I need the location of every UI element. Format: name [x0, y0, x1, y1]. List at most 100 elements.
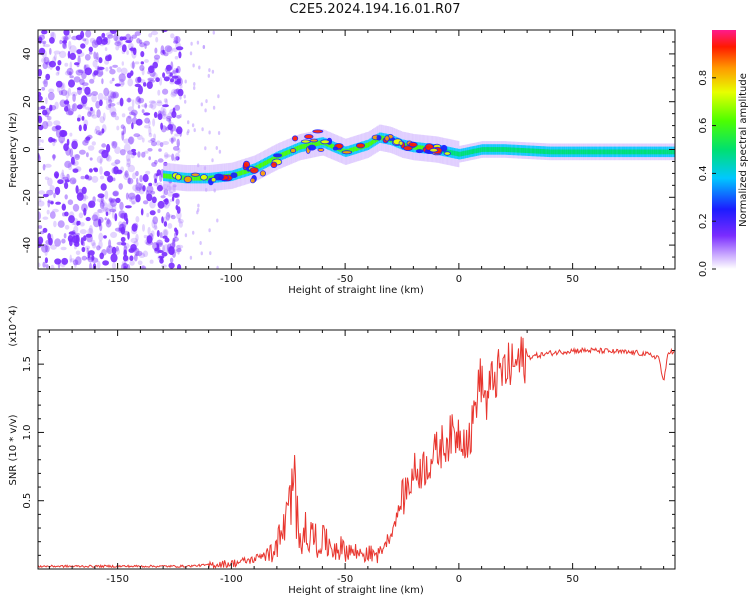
ridge-core — [494, 147, 497, 152]
noise-blob — [105, 55, 111, 62]
noise-blob — [114, 41, 122, 47]
noise-blob — [176, 126, 183, 135]
noise-blob — [140, 51, 145, 58]
noise-blob — [38, 262, 41, 268]
ridge-hotspot — [249, 167, 259, 174]
noise-blob — [178, 221, 183, 228]
noise-blob — [175, 36, 179, 45]
ridge-core — [589, 149, 591, 155]
noise-blob — [114, 213, 118, 222]
ridge-core — [497, 147, 499, 152]
figure-title: C2E5.2024.194.16.01.R07 — [289, 2, 461, 17]
noise-blob — [166, 46, 174, 54]
noise-blob — [66, 67, 74, 76]
noise-blob — [166, 118, 172, 122]
noise-blob — [135, 250, 143, 257]
noise-blob — [50, 138, 56, 142]
noise-blob — [42, 193, 49, 198]
noise-blob — [82, 38, 87, 42]
noise-blob — [127, 97, 131, 103]
ridge-core — [657, 149, 659, 155]
noise-blob — [96, 109, 101, 118]
noise-blob — [92, 59, 98, 68]
noise-blob — [118, 183, 123, 190]
ridge-core — [655, 149, 658, 155]
noise-blob — [151, 162, 157, 167]
noise-blob — [127, 150, 135, 155]
noise-blob — [129, 255, 134, 261]
ridge-core — [645, 149, 647, 155]
noise-blob — [99, 43, 105, 47]
ridge-core — [601, 149, 603, 155]
x-tick-label: -50 — [337, 274, 353, 285]
noise-blob — [71, 140, 78, 150]
noise-blob — [96, 36, 103, 45]
ridge-core — [670, 149, 673, 155]
noise-blob — [109, 68, 116, 75]
ridge-core — [664, 149, 666, 155]
ridge-hotspot — [300, 139, 311, 144]
colorbar: 0.0 0.2 0.4 0.6 0.8 Normalized spectral ampl… — [698, 30, 749, 277]
noise-blob — [164, 204, 169, 209]
noise-blob — [81, 82, 89, 86]
noise-blob — [98, 71, 104, 76]
noise-blob — [158, 148, 162, 152]
noise-blob — [199, 241, 202, 245]
noise-blob — [99, 116, 105, 124]
noise-blob — [62, 202, 65, 210]
ridge-core — [650, 149, 652, 155]
ridge-core — [298, 145, 300, 151]
noise-blob — [47, 177, 53, 187]
snr-panel: -150 -100 -50 0 50 0.5 1.0 1.5 Height of straig… — [8, 305, 676, 596]
noise-blob — [123, 260, 127, 268]
ridge-core — [619, 149, 621, 155]
noise-blob — [98, 149, 106, 155]
ridge-core — [518, 147, 520, 153]
noise-blob — [81, 186, 87, 194]
noise-blob — [156, 101, 163, 107]
noise-blob — [91, 257, 99, 264]
ridge-core — [299, 144, 301, 150]
noise-blob — [75, 69, 83, 76]
ridge-core — [640, 149, 643, 155]
noise-blob — [138, 183, 144, 190]
noise-blob — [50, 31, 57, 41]
ridge-core — [373, 138, 375, 144]
noise-blob — [147, 148, 153, 152]
noise-blob — [67, 162, 73, 171]
noise-blob — [42, 41, 45, 47]
noise-blob — [71, 104, 76, 109]
ridge-core — [576, 149, 579, 155]
noise-blob — [126, 50, 129, 55]
noise-blob — [165, 70, 171, 75]
ridge-core — [504, 147, 506, 152]
ridge-core — [508, 147, 510, 153]
noise-blob — [177, 88, 184, 97]
noise-blob — [174, 80, 181, 85]
snr-multiplier: (x10^4) — [8, 305, 19, 346]
noise-blob — [148, 65, 155, 74]
ridge-core — [623, 149, 625, 155]
noise-blob — [127, 164, 135, 173]
noise-blob — [184, 79, 187, 84]
noise-blob — [115, 246, 120, 252]
noise-blob — [175, 198, 180, 205]
ridge-core — [288, 149, 291, 155]
noise-blob — [91, 94, 97, 103]
noise-blob — [38, 115, 43, 124]
noise-blob — [192, 63, 195, 68]
noise-blob — [109, 80, 113, 84]
noise-blob — [96, 198, 104, 202]
ridge-core — [354, 146, 356, 152]
noise-blob — [137, 85, 143, 95]
noise-blob — [88, 51, 93, 55]
noise-blob — [134, 186, 141, 194]
noise-blob — [125, 192, 129, 200]
ridge-core — [314, 141, 316, 147]
noise-blob — [179, 95, 182, 100]
ridge-core — [653, 149, 655, 155]
noise-blob — [141, 137, 145, 143]
noise-blob — [59, 129, 67, 138]
noise-blob — [41, 57, 47, 63]
noise-blob — [52, 208, 59, 213]
